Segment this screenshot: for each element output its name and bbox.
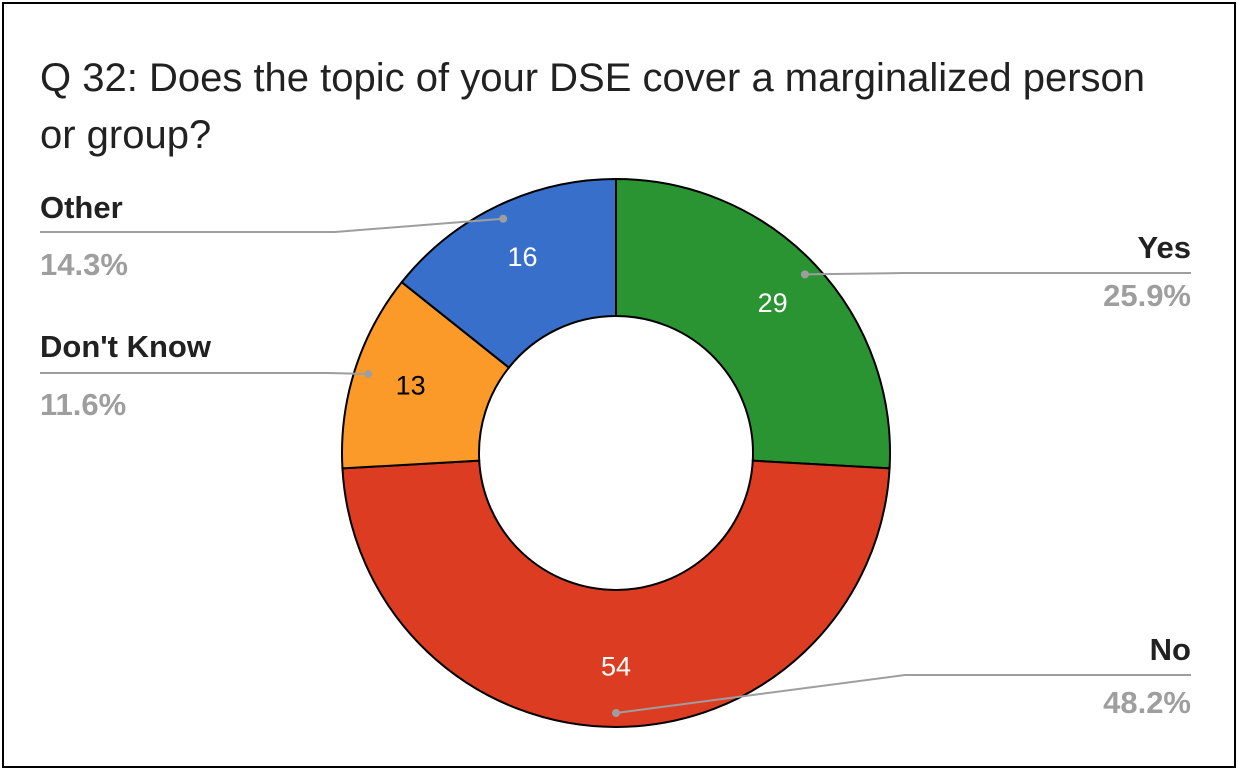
leader-dot-yes bbox=[800, 270, 809, 279]
category-label-no: No bbox=[1150, 632, 1191, 667]
labels-group: 29 Yes 25.9% 54 No 48.2% 13 Don't Know 11.6% 16 Ot… bbox=[40, 190, 1191, 720]
leader-dot-don-t-know bbox=[364, 370, 373, 379]
category-label-don-t-know: Don't Know bbox=[40, 329, 212, 364]
leader-dot-no bbox=[612, 709, 620, 717]
percent-label-yes: 25.9% bbox=[1103, 278, 1191, 313]
chart-title: Q 32: Does the topic of your DSE cover a… bbox=[40, 56, 1145, 157]
percent-label-don-t-know: 11.6% bbox=[40, 387, 126, 422]
category-label-other: Other bbox=[40, 190, 123, 225]
percent-label-no: 48.2% bbox=[1103, 685, 1191, 720]
leader-lines-group bbox=[40, 214, 1191, 717]
percent-label-other: 14.3% bbox=[40, 247, 128, 282]
category-label-yes: Yes bbox=[1138, 230, 1191, 265]
slice-no bbox=[341, 459, 891, 728]
leader-dot-other bbox=[499, 214, 508, 223]
slices-group bbox=[341, 177, 891, 728]
slice-value-other: 16 bbox=[507, 242, 537, 272]
leader-line-yes bbox=[804, 272, 1191, 276]
leader-line-no bbox=[615, 674, 1191, 714]
leader-line-don-t-know bbox=[40, 372, 369, 376]
slice-value-no: 54 bbox=[601, 652, 631, 682]
slice-other bbox=[400, 177, 617, 369]
slice-value-yes: 29 bbox=[758, 288, 788, 318]
slice-value-don-t-know: 13 bbox=[396, 371, 426, 401]
leader-line-other bbox=[40, 217, 504, 233]
slice-yes bbox=[615, 177, 891, 470]
